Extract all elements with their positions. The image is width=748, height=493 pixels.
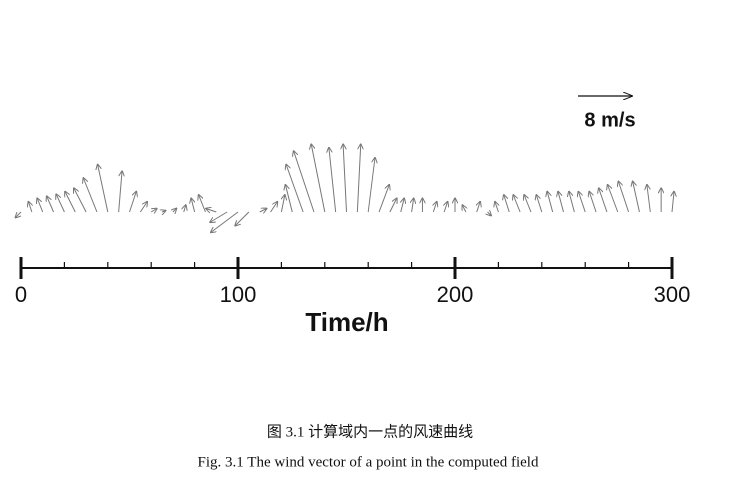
wind-vector [206,209,217,212]
wind-vector [356,145,360,213]
wind-vector [389,199,397,213]
wind-vector [311,145,326,213]
wind-vector [37,199,44,213]
wind-vector [211,211,239,232]
wind-vector [462,205,465,213]
caption-chinese: 图 3.1 计算域内一点的风速曲线 [267,422,473,440]
wind-vector [270,202,278,213]
wind-vector [191,199,194,213]
wind-vector [495,202,498,213]
wind-vector [488,212,491,215]
wind-vector [547,192,554,213]
wind-vector [633,182,640,213]
wind-vector [433,202,436,213]
x-tick-label: 100 [220,282,257,307]
wind-vector [199,195,206,213]
wind-vector [618,182,630,213]
wind-vector [558,192,564,213]
wind-vector [343,145,347,213]
wind-vector [74,188,87,213]
wind-vector [524,195,532,213]
caption-english: Fig. 3.1 The wind vector of a point in t… [198,454,539,470]
x-tick-label: 0 [15,282,27,307]
wind-vector [378,185,389,213]
wind-vector [513,195,521,213]
wind-vector [235,211,250,226]
wind-vector [294,151,315,213]
wind-vector [444,202,447,213]
wind-vector [412,199,414,213]
wind-vector [118,172,122,213]
wind-vector [259,209,267,212]
wind-vector [83,178,98,213]
wind-vector [672,192,674,213]
wind-vector [286,165,304,213]
reference-label: 8 m/s [584,109,635,131]
wind-vector [139,202,147,213]
wind-vector [129,192,137,213]
wind-vector [184,205,186,213]
wind-vector [281,195,284,213]
wind-vector [210,211,228,222]
wind-vector [401,199,404,213]
wind-vector [599,188,608,213]
wind-vector [56,194,65,213]
wind-vector [98,165,109,213]
wind-vector [329,148,337,213]
wind-vector [47,196,55,213]
wind-vector [589,192,597,213]
wind-vector [569,192,575,213]
wind-vector [65,192,76,213]
wind-vector [162,211,165,212]
wind-vector [647,185,651,213]
wind-vector [28,202,31,213]
wind-vector [151,209,156,212]
wind-vector [286,185,293,213]
wind-vector [367,158,375,213]
wind-vector [477,202,480,213]
wind-vector [16,211,22,217]
wind-vector [173,209,176,212]
x-tick-label: 300 [654,282,691,307]
wind-vector [536,195,543,213]
wind-vector [504,195,510,213]
wind-vector [578,192,586,213]
x-axis-label: Time/h [305,307,388,337]
x-tick-label: 200 [437,282,474,307]
wind-vector [608,185,619,213]
